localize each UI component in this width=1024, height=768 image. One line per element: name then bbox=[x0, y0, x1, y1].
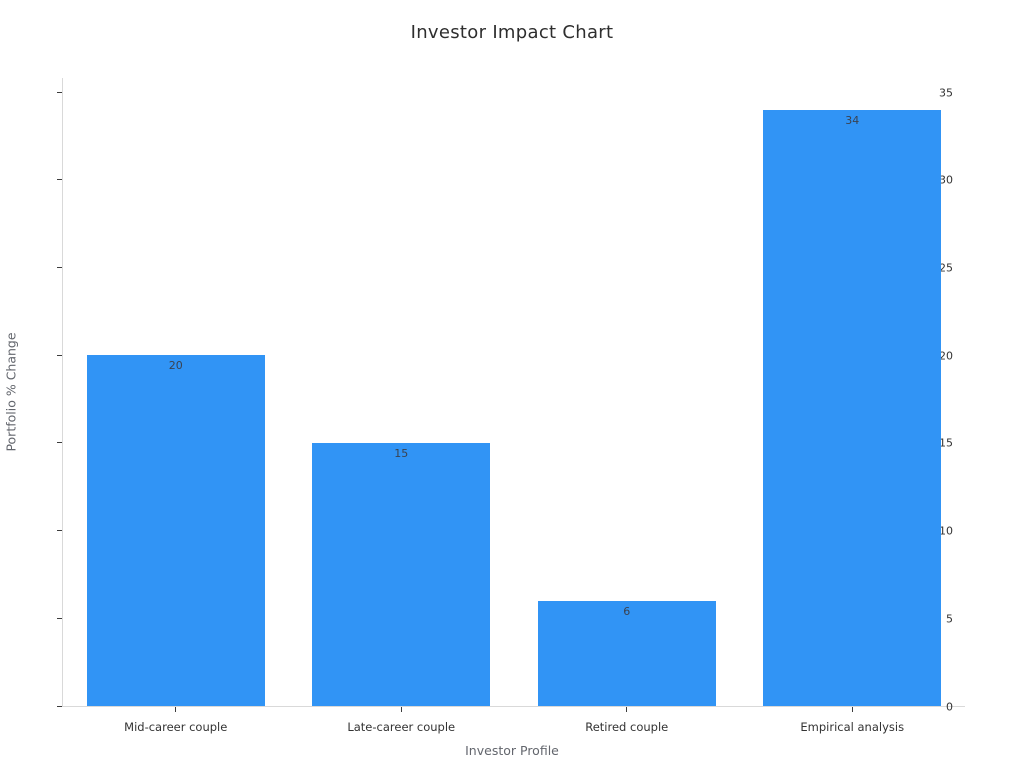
y-tick-mark bbox=[57, 617, 62, 619]
x-tick-mark bbox=[400, 707, 402, 712]
y-tick-mark bbox=[57, 442, 62, 444]
y-tick-label: 25 bbox=[939, 261, 953, 275]
x-tick-mark bbox=[175, 707, 177, 712]
bar-2: 15 bbox=[312, 442, 491, 706]
y-axis-title: Portfolio % Change bbox=[3, 332, 19, 452]
y-tick-label: 10 bbox=[939, 524, 953, 538]
y-tick-mark bbox=[57, 266, 62, 268]
x-tick-mark bbox=[626, 707, 628, 712]
y-tick-label: 0 bbox=[946, 700, 953, 713]
bar-value-label: 15 bbox=[394, 446, 409, 460]
y-tick-label: 35 bbox=[939, 86, 953, 100]
y-tick-mark bbox=[57, 705, 62, 707]
y-tick-mark bbox=[57, 179, 62, 181]
y-tick-label: 20 bbox=[939, 349, 953, 363]
x-tick-mark bbox=[851, 707, 853, 712]
x-tick-label: Retired couple bbox=[585, 720, 669, 734]
x-tick-label: Late-career couple bbox=[347, 720, 456, 734]
y-tick-mark bbox=[57, 91, 62, 93]
x-tick-label: Mid-career couple bbox=[124, 720, 228, 734]
bar-value-label: 6 bbox=[623, 604, 631, 618]
y-tick-label: 5 bbox=[946, 612, 953, 626]
y-tick-label: 15 bbox=[939, 436, 953, 450]
bar-value-label: 20 bbox=[168, 359, 183, 373]
chart-title: Investor Impact Chart bbox=[410, 22, 614, 43]
bar-3: 6 bbox=[537, 600, 716, 706]
plot-area: 0 5 10 15 20 25 30 35 Mid-career couple Late-car… bbox=[57, 78, 965, 734]
x-axis-title: Investor Profile bbox=[465, 743, 559, 758]
bar-value-label: 34 bbox=[845, 113, 860, 127]
x-tick-label: Empirical analysis bbox=[800, 720, 905, 734]
y-tick-mark bbox=[57, 354, 62, 356]
y-tick-label: 30 bbox=[939, 173, 953, 187]
bar-4: 34 bbox=[763, 109, 942, 706]
bar-1: 20 bbox=[86, 355, 265, 706]
y-tick-mark bbox=[57, 530, 62, 532]
